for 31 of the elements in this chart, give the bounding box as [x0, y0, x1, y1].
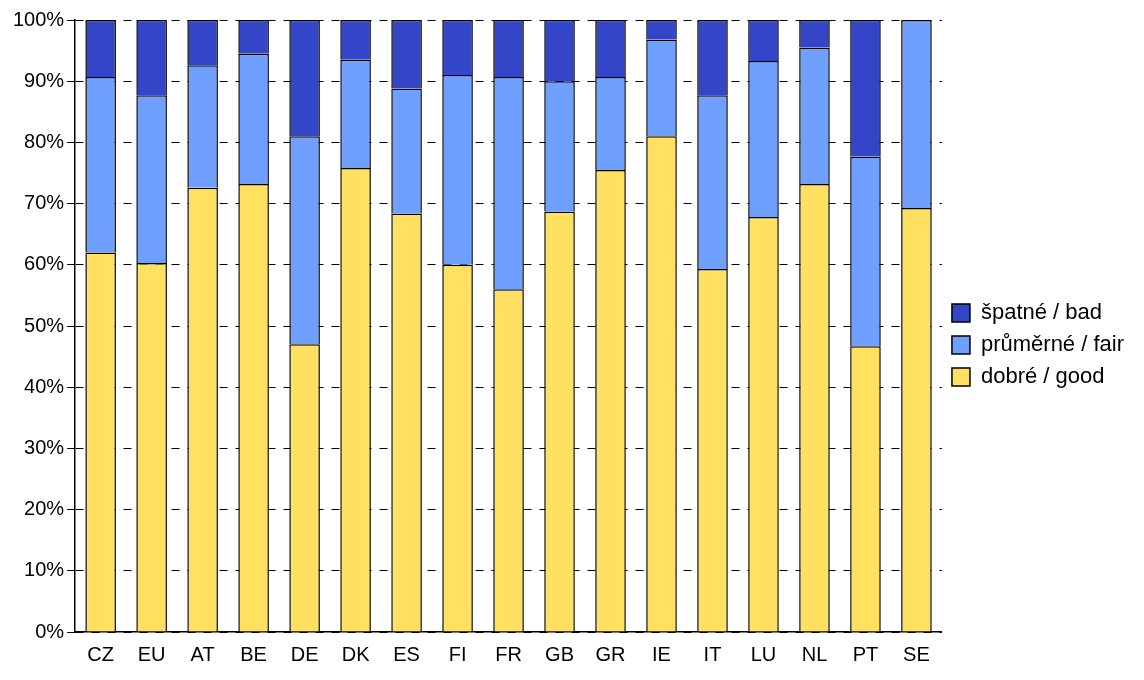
y-tick-label: 80%	[24, 129, 65, 152]
x-tick-label: EU	[137, 642, 166, 665]
y-tick-label: 30%	[24, 435, 65, 458]
y-tick-label: 40%	[24, 374, 65, 397]
x-tick-label: LU	[750, 642, 777, 665]
x-tick-label: PT	[852, 642, 879, 665]
x-tick-label: NL	[801, 642, 828, 665]
x-tick-label: FI	[448, 642, 467, 665]
x-tick-label: SE	[903, 642, 930, 665]
x-tick-label: GB	[545, 642, 574, 665]
y-tick-label: 90%	[24, 68, 65, 91]
y-tick-label: 10%	[24, 558, 65, 581]
y-tick-label: 60%	[24, 252, 65, 275]
y-tick-label: 70%	[24, 191, 65, 214]
legend-label: špatné / bad	[980, 299, 1103, 325]
x-tick-label: DE	[290, 642, 319, 665]
x-tick-label: BE	[240, 642, 267, 665]
y-tick-label: 0%	[35, 619, 65, 642]
x-tick-label: DK	[341, 642, 371, 665]
x-tick-label: IT	[703, 642, 722, 665]
y-tick-label: 20%	[24, 497, 65, 520]
x-tick-label: ES	[393, 642, 420, 665]
y-tick-label: 50%	[24, 313, 65, 336]
x-tick-label: IE	[652, 642, 671, 665]
y-tick-label: 100%	[13, 7, 65, 30]
x-tick-label: FR	[495, 642, 522, 665]
x-tick-label: CZ	[87, 642, 114, 665]
x-tick-label: GR	[595, 642, 626, 665]
legend-label: dobré / good	[980, 363, 1105, 389]
legend-label: průměrné / fair	[980, 331, 1125, 357]
x-tick-label: AT	[190, 642, 215, 665]
